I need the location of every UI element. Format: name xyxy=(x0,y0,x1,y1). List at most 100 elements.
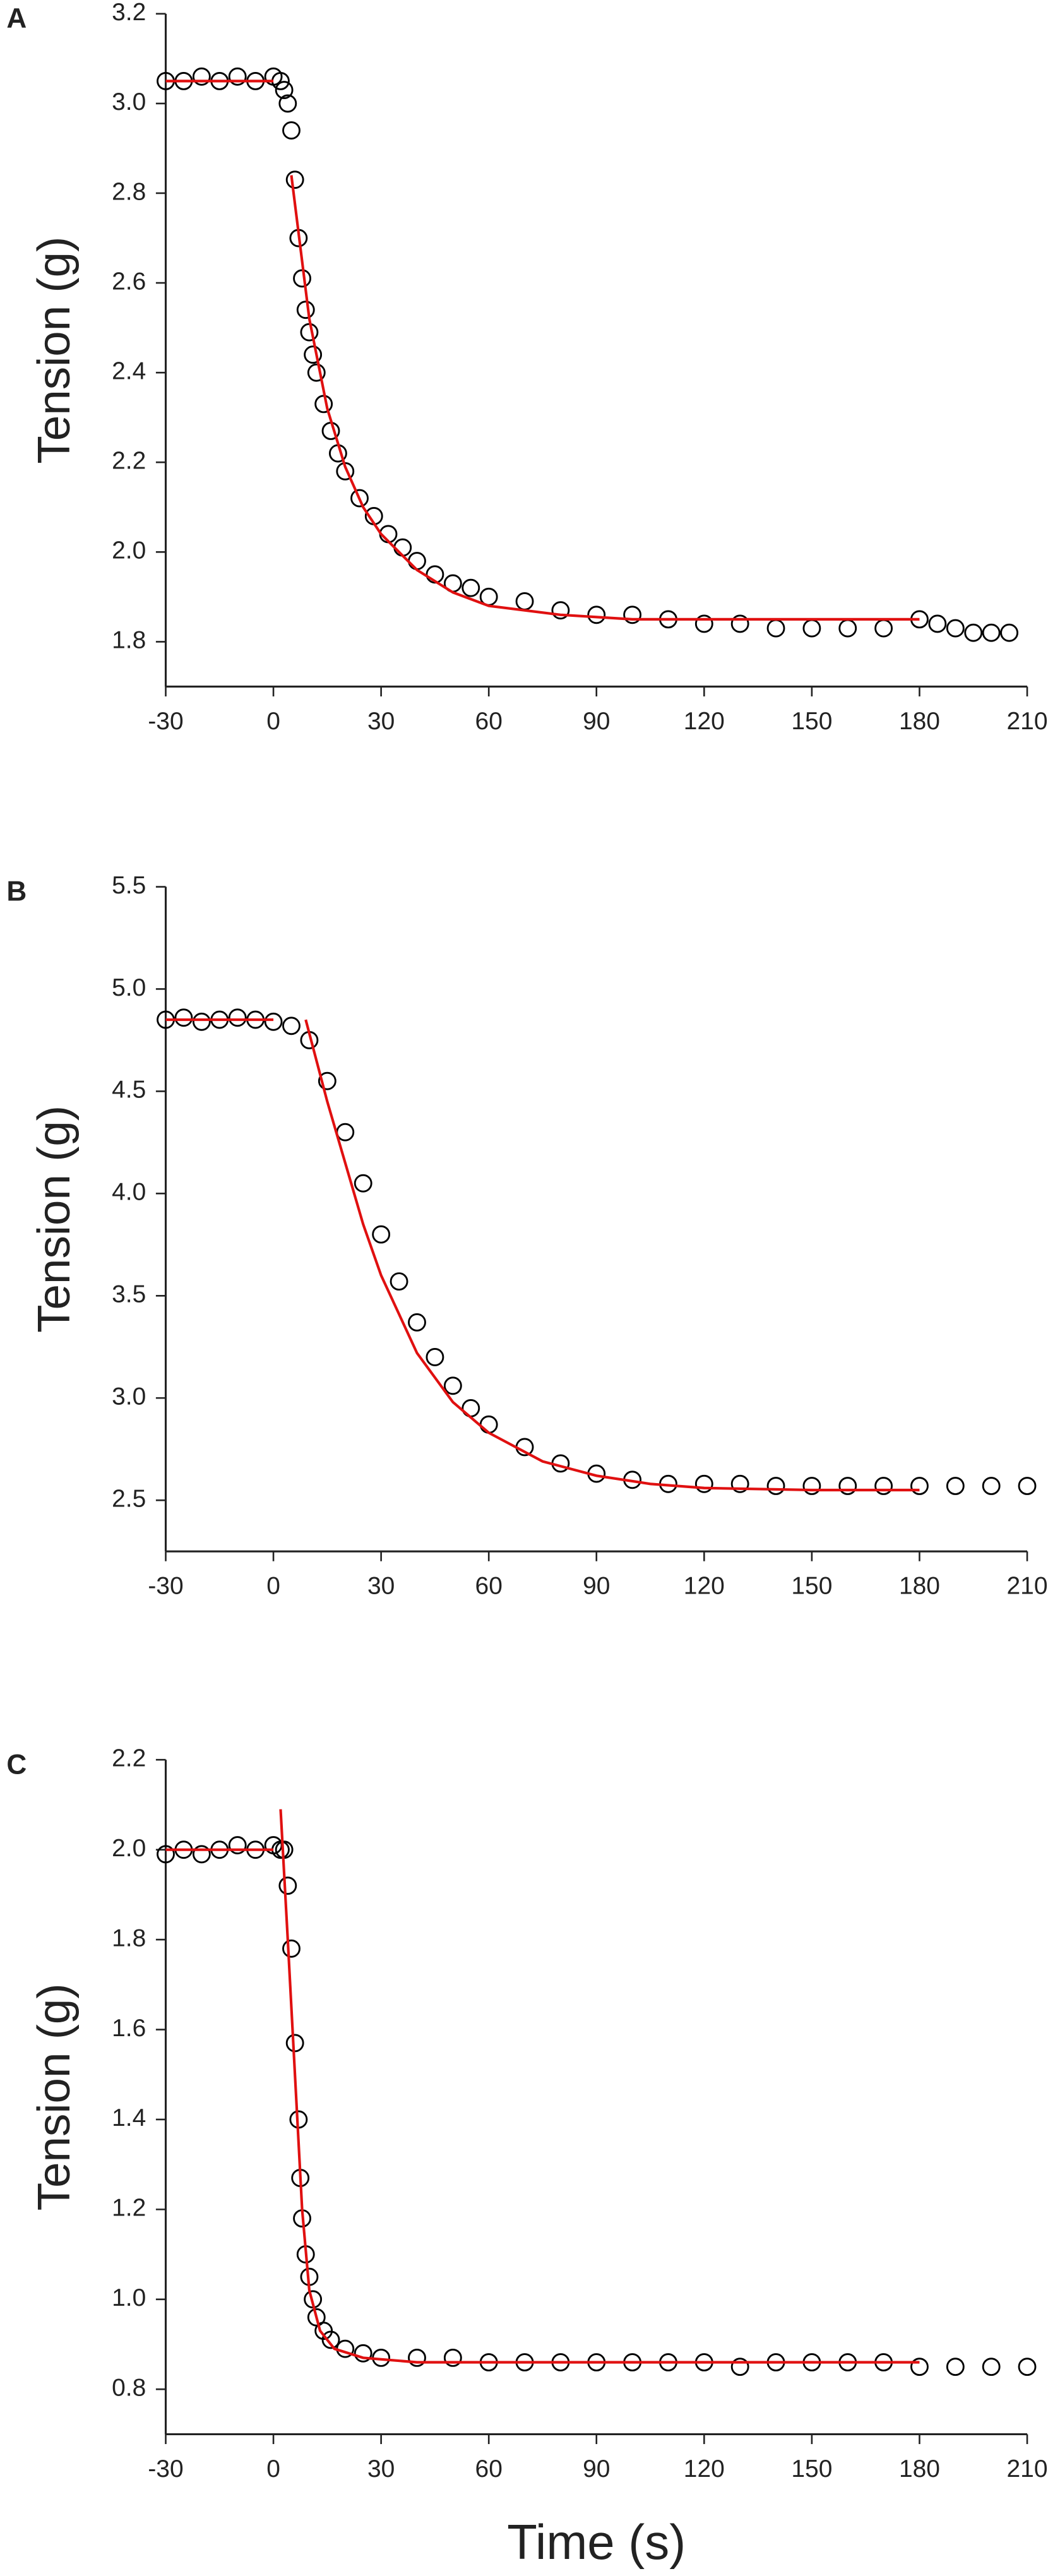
x-tick-label: 180 xyxy=(899,1573,940,1600)
data-point xyxy=(282,1017,301,1035)
data-point xyxy=(766,619,785,638)
y-axis-title: Tension (g) xyxy=(28,1106,80,1333)
data-point xyxy=(1018,2358,1037,2376)
data-point xyxy=(275,81,294,100)
y-tick-label: 3.5 xyxy=(112,1281,146,1308)
y-tick-label: 4.0 xyxy=(112,1179,146,1206)
data-point xyxy=(336,1123,355,1142)
data-point xyxy=(408,2348,426,2367)
data-point xyxy=(910,1477,929,1495)
data-point xyxy=(408,552,426,570)
y-tick-label: 1.8 xyxy=(112,1924,146,1952)
fit-line xyxy=(165,80,920,621)
x-tick-label: 30 xyxy=(367,2455,395,2483)
data-point xyxy=(946,619,965,638)
data-point xyxy=(551,601,570,620)
data-point xyxy=(515,592,534,611)
x-tick-label: 150 xyxy=(791,1573,832,1600)
data-point xyxy=(766,1477,785,1495)
x-tick-label: 210 xyxy=(1007,1573,1048,1600)
data-point xyxy=(314,395,333,414)
data-point xyxy=(874,619,893,638)
data-point xyxy=(278,94,297,113)
data-point xyxy=(282,1939,301,1958)
data-point xyxy=(694,1474,713,1493)
y-tick-label: 2.8 xyxy=(112,178,146,205)
data-point xyxy=(408,1313,426,1332)
data-point xyxy=(694,614,713,633)
panel-label: C xyxy=(6,1749,27,1780)
data-point xyxy=(350,489,369,508)
x-tick-label: 150 xyxy=(791,2455,832,2483)
y-tick-label: 3.0 xyxy=(112,88,146,116)
y-tick-label: 2.0 xyxy=(112,537,146,564)
x-tick-label: 90 xyxy=(583,708,610,735)
y-tick-label: 2.2 xyxy=(112,1745,146,1772)
data-point xyxy=(192,1012,211,1031)
data-point xyxy=(928,614,947,633)
data-point xyxy=(318,1071,336,1090)
data-point xyxy=(462,578,480,597)
y-tick-label: 1.8 xyxy=(112,627,146,654)
data-point xyxy=(838,1477,857,1495)
data-point xyxy=(393,538,412,557)
x-tick-label: 60 xyxy=(475,708,503,735)
x-tick-label: 90 xyxy=(583,1573,610,1600)
data-point xyxy=(285,2034,304,2053)
x-tick-label: 90 xyxy=(583,2455,610,2483)
data-point xyxy=(264,1012,283,1031)
y-axis-title: Tension (g) xyxy=(28,237,80,464)
data-point xyxy=(354,1174,372,1193)
data-point xyxy=(982,1477,1001,1495)
x-tick-label: 0 xyxy=(266,2455,280,2483)
y-tick-label: 5.0 xyxy=(112,974,146,1001)
data-point xyxy=(1000,623,1019,642)
y-tick-label: 1.0 xyxy=(112,2284,146,2311)
x-tick-label: 210 xyxy=(1007,2455,1048,2483)
y-tick-label: 5.5 xyxy=(112,872,146,899)
y-tick-label: 3.0 xyxy=(112,1383,146,1410)
data-point xyxy=(443,2348,462,2367)
data-point xyxy=(802,1477,821,1495)
panel: A Tension (g) -30 0 30 60 90 120 150 180 210 1.8 2.0… xyxy=(6,0,1047,735)
data-point xyxy=(228,67,247,86)
y-tick-label: 2.2 xyxy=(112,448,146,475)
data-point xyxy=(982,2358,1001,2376)
x-tick-label: -30 xyxy=(148,1573,183,1600)
x-tick-label: 0 xyxy=(266,708,280,735)
x-tick-label: 120 xyxy=(684,708,725,735)
data-point xyxy=(964,623,983,642)
data-point xyxy=(228,1836,247,1854)
y-tick-label: 4.5 xyxy=(112,1076,146,1104)
x-tick-label: 210 xyxy=(1007,708,1048,735)
data-point xyxy=(278,1876,297,1895)
panel-label: A xyxy=(6,3,27,34)
y-tick-label: 2.0 xyxy=(112,1835,146,1862)
panel: C Tension (g) Time (s) -30 0 30 60 90 120 150 180 2… xyxy=(6,1745,1047,2570)
data-point xyxy=(802,619,821,638)
x-tick-label: 180 xyxy=(899,708,940,735)
data-point xyxy=(228,1008,247,1027)
data-point xyxy=(296,301,315,319)
data-point xyxy=(443,1376,462,1395)
y-tick-label: 2.4 xyxy=(112,357,146,385)
data-point xyxy=(730,614,749,633)
panel-label: B xyxy=(6,876,27,907)
y-tick-label: 2.6 xyxy=(112,268,146,295)
x-tick-label: 30 xyxy=(367,708,395,735)
data-point xyxy=(946,2358,965,2376)
data-point xyxy=(293,269,311,288)
y-tick-label: 1.6 xyxy=(112,2015,146,2042)
data-point xyxy=(946,1477,965,1495)
y-tick-label: 3.2 xyxy=(112,0,146,26)
data-point xyxy=(623,605,642,624)
data-point xyxy=(285,170,304,189)
data-point xyxy=(910,2358,929,2376)
data-point xyxy=(426,1348,444,1366)
x-tick-label: 150 xyxy=(791,708,832,735)
x-tick-label: 60 xyxy=(475,1573,503,1600)
data-point xyxy=(479,1415,498,1434)
y-axis-title: Tension (g) xyxy=(28,1983,80,2210)
fit-line xyxy=(165,1809,920,2364)
